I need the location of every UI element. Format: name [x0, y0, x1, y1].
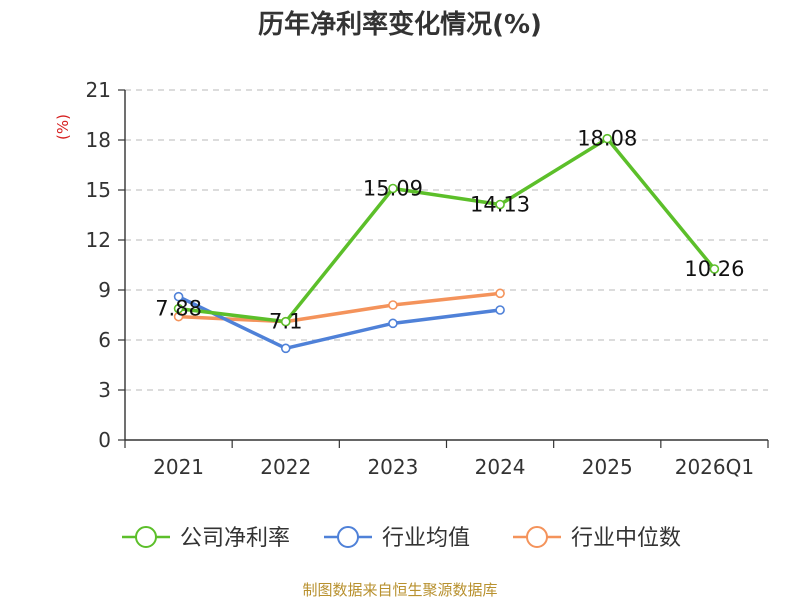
y-tick-label-18: 18 [86, 128, 111, 152]
legend-label-2: 行业中位数 [571, 526, 681, 551]
data-label-1: 7.1 [269, 310, 302, 334]
y-tick-label-6: 6 [98, 328, 111, 352]
data-label-5: 10.26 [684, 257, 744, 281]
point-s0-0 [173, 303, 184, 314]
y-tick-label-21: 21 [86, 78, 111, 102]
legend-item-0[interactable]: 公司净利率 [122, 526, 290, 551]
legend-item-2[interactable]: 行业中位数 [513, 526, 681, 551]
chart-title: 历年净利率变化情况(%) [258, 9, 542, 40]
x-tick-label-2022: 2022 [260, 455, 311, 479]
x-tick-label-2021: 2021 [153, 455, 204, 479]
data-labels: 7.88 7.1 15.09 14.13 18.08 10.26 [155, 127, 744, 334]
axes: 0 3 6 9 12 15 18 21 2021 2022 2023 2024 2025 2026Q1 [86, 78, 769, 479]
y-tick-label-12: 12 [86, 228, 111, 252]
series-line-2 [178, 291, 501, 324]
x-tick-label-2024: 2024 [475, 455, 526, 479]
point-s0-1 [280, 316, 291, 327]
legend-item-1[interactable]: 行业均值 [324, 526, 470, 551]
point-s2-3 [495, 288, 505, 299]
legend-marker-2 [526, 526, 548, 548]
legend-marker-0 [135, 526, 157, 548]
series-line-1 [177, 295, 501, 351]
gridlines [125, 89, 768, 391]
series-layer [173, 133, 720, 354]
data-label-0: 7.88 [155, 297, 202, 321]
data-label-3: 14.13 [470, 193, 530, 217]
data-label-4: 18.08 [577, 127, 637, 151]
y-axis-unit: (%) [54, 114, 72, 140]
point-s1-2 [388, 318, 398, 329]
legend-marker-1 [337, 526, 359, 548]
y-tick-label-15: 15 [86, 178, 111, 202]
point-s0-3 [495, 199, 505, 210]
y-tick-label-9: 9 [98, 278, 111, 302]
x-tick-label-2025: 2025 [582, 455, 633, 479]
x-tick-label-2023: 2023 [367, 455, 418, 479]
source-note: 制图数据来自恒生聚源数据库 [302, 581, 497, 599]
data-label-2: 15.09 [363, 177, 423, 201]
point-s0-2 [388, 183, 398, 194]
series-line-0 [178, 136, 716, 324]
point-s2-2 [388, 300, 398, 310]
point-s1-3 [495, 305, 505, 315]
point-s1-0 [173, 291, 184, 302]
y-tick-label-3: 3 [98, 378, 111, 402]
legend-label-1: 行业均值 [382, 526, 470, 551]
y-tick-label-0: 0 [98, 428, 111, 452]
legend-label-0: 公司净利率 [180, 526, 290, 551]
x-tick-label-2026Q1: 2026Q1 [675, 455, 754, 479]
point-s1-1 [280, 343, 291, 354]
point-s0-5 [709, 264, 720, 274]
point-s0-4 [602, 133, 613, 144]
legend[interactable]: 公司净利率 行业均值 行业中位数 [122, 526, 681, 551]
